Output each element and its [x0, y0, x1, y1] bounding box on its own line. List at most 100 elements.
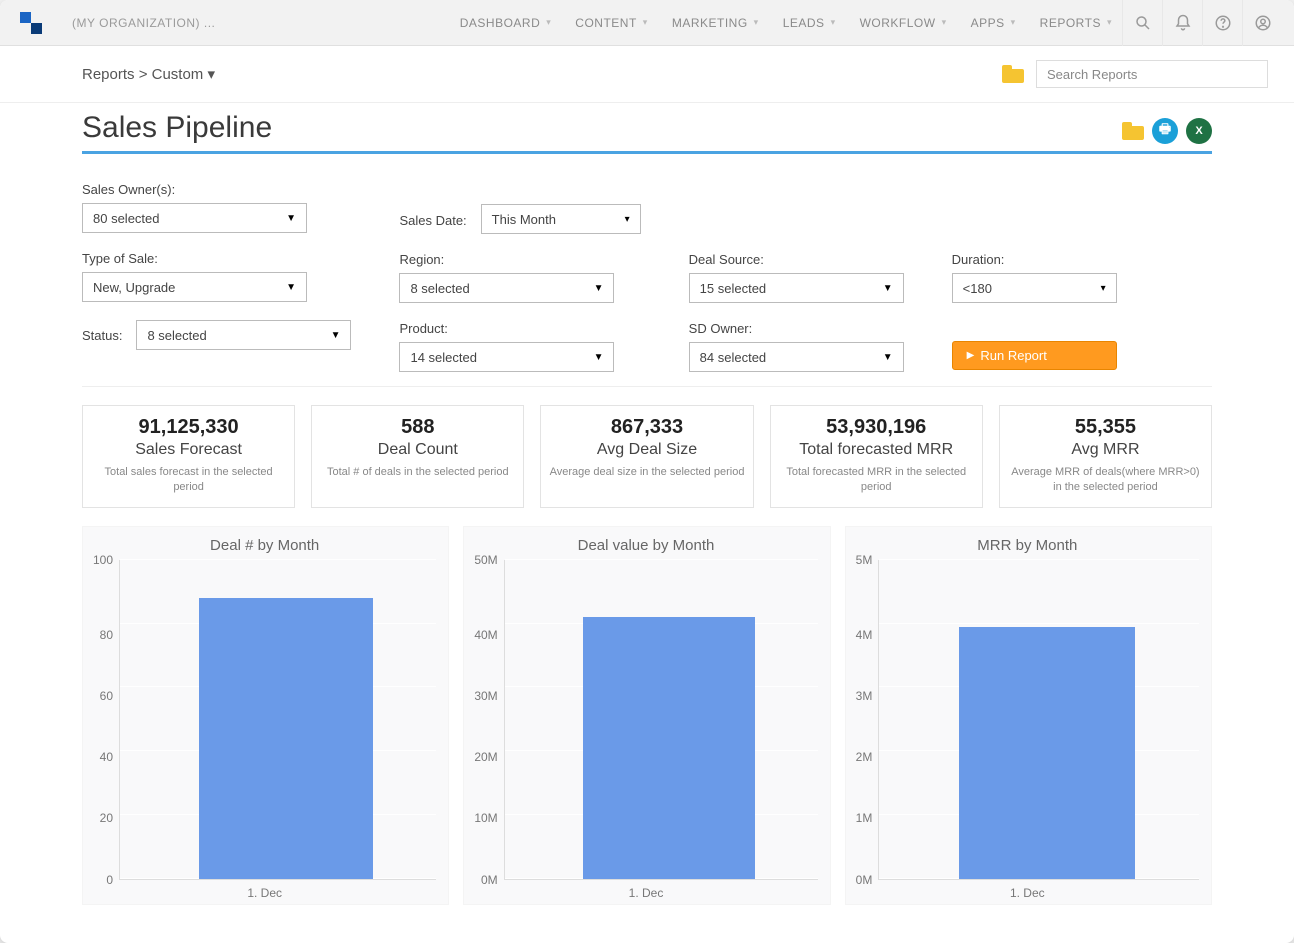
chart-title: Deal value by Month: [474, 537, 817, 554]
kpi-value: 588: [320, 416, 515, 439]
divider: [82, 386, 1212, 387]
type-of-sale-label: Type of Sale:: [82, 251, 351, 266]
y-tick: 40M: [474, 628, 497, 642]
logo: [20, 12, 42, 34]
print-icon[interactable]: 🖶: [1152, 118, 1178, 144]
main-nav: DASHBOARD▾CONTENT▾MARKETING▾LEADS▾WORKFL…: [450, 6, 1122, 40]
kpi-label: Avg Deal Size: [549, 441, 744, 459]
kpi-desc: Total forecasted MRR in the selected per…: [779, 465, 974, 495]
kpi-card: 55,355 Avg MRR Average MRR of deals(where …: [999, 405, 1212, 508]
chart: Deal # by Month1008060402001. Dec: [82, 526, 449, 905]
excel-icon[interactable]: X: [1186, 118, 1212, 144]
chevron-down-icon: ▾: [754, 17, 759, 28]
type-of-sale-select[interactable]: New, Upgrade▼: [82, 272, 307, 302]
kpi-card: 91,125,330Sales ForecastTotal sales fore…: [82, 405, 295, 508]
plot-area: [504, 560, 818, 880]
sd-owner-label: SD Owner:: [689, 321, 904, 336]
y-tick: 10M: [474, 811, 497, 825]
folder-icon[interactable]: [1002, 65, 1024, 83]
chart-title: MRR by Month: [856, 537, 1199, 554]
chevron-down-icon: ▾: [831, 17, 836, 28]
region-label: Region:: [399, 252, 640, 267]
org-name[interactable]: (MY ORGANIZATION) ...: [72, 16, 215, 30]
chart-title: Deal # by Month: [93, 537, 436, 554]
x-axis-label: 1. Dec: [856, 886, 1199, 900]
y-tick: 30M: [474, 689, 497, 703]
sales-date-select[interactable]: This Month▾: [481, 204, 641, 234]
chevron-down-icon: ▾: [643, 17, 648, 28]
product-select[interactable]: 14 selected▼: [399, 342, 614, 372]
y-tick: 20: [100, 811, 113, 825]
chevron-down-icon: ▾: [1107, 17, 1112, 28]
chart: Deal value by Month50M40M30M20M10M0M1. D…: [463, 526, 830, 905]
kpi-desc: Average MRR of deals(where MRR>0) in the…: [1008, 465, 1203, 495]
chevron-down-icon: ▼: [286, 282, 296, 293]
save-folder-icon[interactable]: [1122, 122, 1144, 140]
y-tick: 2M: [856, 750, 873, 764]
chevron-down-icon: ▼: [594, 352, 604, 363]
nav-reports[interactable]: REPORTS▾: [1030, 6, 1122, 40]
topbar: (MY ORGANIZATION) ... DASHBOARD▾CONTENT▾…: [0, 0, 1294, 46]
product-label: Product:: [399, 321, 640, 336]
help-icon[interactable]: [1202, 0, 1242, 46]
bell-icon[interactable]: [1162, 0, 1202, 46]
y-tick: 1M: [856, 811, 873, 825]
chevron-down-icon: ▾: [625, 214, 630, 225]
chevron-down-icon: ▾: [546, 17, 551, 28]
y-tick: 0M: [481, 873, 498, 887]
filters: Sales Owner(s): 80 selected▼ Type of Sal…: [82, 182, 1212, 372]
chevron-down-icon: ▼: [286, 213, 296, 224]
y-axis: 100806040200: [93, 560, 119, 880]
nav-marketing[interactable]: MARKETING▾: [662, 6, 769, 40]
run-report-button[interactable]: Run Report: [952, 341, 1117, 370]
nav-dashboard[interactable]: DASHBOARD▾: [450, 6, 562, 40]
y-tick: 0: [106, 873, 113, 887]
chevron-down-icon: ▾: [1011, 17, 1016, 28]
x-axis-label: 1. Dec: [93, 886, 436, 900]
nav-content[interactable]: CONTENT▾: [565, 6, 658, 40]
nav-workflow[interactable]: WORKFLOW▾: [850, 6, 957, 40]
y-tick: 5M: [856, 553, 873, 567]
bar: [959, 627, 1135, 879]
breadcrumb[interactable]: Reports > Custom ▾: [82, 65, 215, 83]
bar: [199, 598, 373, 879]
title-row: Sales Pipeline 🖶 X: [82, 111, 1212, 151]
duration-select[interactable]: <180▾: [952, 273, 1117, 303]
chart: MRR by Month5M4M3M2M1M0M1. Dec: [845, 526, 1212, 905]
kpi-desc: Total sales forecast in the selected per…: [91, 465, 286, 495]
y-tick: 80: [100, 628, 113, 642]
sales-owners-label: Sales Owner(s):: [82, 182, 351, 197]
kpi-card: 53,930,196 Total forecasted MRR Total fore…: [770, 405, 983, 508]
kpi-label: Sales Forecast: [91, 441, 286, 459]
chevron-down-icon: ▼: [883, 352, 893, 363]
chevron-down-icon: ▼: [594, 283, 604, 294]
y-axis: 50M40M30M20M10M0M: [474, 560, 503, 880]
search-reports-input[interactable]: Search Reports: [1036, 60, 1268, 88]
sales-owners-select[interactable]: 80 selected▼: [82, 203, 307, 233]
bar: [583, 617, 755, 879]
y-tick: 3M: [856, 689, 873, 703]
plot-area: [878, 560, 1199, 880]
sub-header: Reports > Custom ▾ Search Reports: [0, 46, 1294, 103]
status-select[interactable]: 8 selected▼: [136, 320, 351, 350]
kpi-value: 55,355: [1008, 416, 1203, 439]
kpi-desc: Average deal size in the selected period: [549, 465, 744, 480]
title-underline: [82, 151, 1212, 154]
region-select[interactable]: 8 selected▼: [399, 273, 614, 303]
sd-owner-select[interactable]: 84 selected▼: [689, 342, 904, 372]
kpi-value: 867,333: [549, 416, 744, 439]
charts-row: Deal # by Month1008060402001. DecDeal va…: [82, 526, 1212, 905]
kpi-value: 53,930,196: [779, 416, 974, 439]
y-axis: 5M4M3M2M1M0M: [856, 560, 879, 880]
y-tick: 100: [93, 553, 113, 567]
kpi-label: Total forecasted MRR: [779, 441, 974, 459]
user-icon[interactable]: [1242, 0, 1282, 46]
nav-leads[interactable]: LEADS▾: [773, 6, 846, 40]
deal-source-select[interactable]: 15 selected▼: [689, 273, 904, 303]
kpi-label: Avg MRR: [1008, 441, 1203, 459]
search-icon[interactable]: [1122, 0, 1162, 46]
y-tick: 40: [100, 750, 113, 764]
nav-apps[interactable]: APPS▾: [961, 6, 1026, 40]
kpi-row: 91,125,330Sales ForecastTotal sales fore…: [82, 405, 1212, 508]
chevron-down-icon: ▼: [883, 283, 893, 294]
